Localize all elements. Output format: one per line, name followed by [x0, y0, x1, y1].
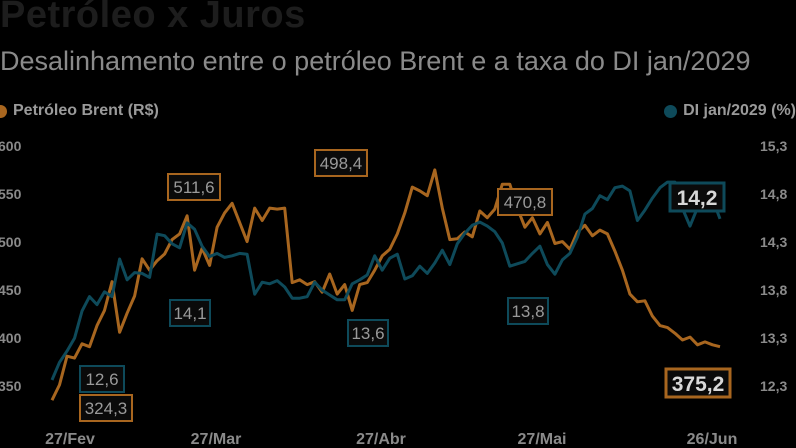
annotation-box: [668, 181, 726, 213]
legend-left-label: Petróleo Brent (R$): [13, 102, 159, 119]
annotation-label: 13,6: [351, 324, 384, 343]
annotation-label: 498,4: [320, 154, 363, 173]
annotation-label: 511,6: [173, 178, 214, 197]
series-line-di: [50, 180, 722, 381]
y-left-tick-label: 500: [0, 234, 22, 250]
y-left-tick-label: 450: [0, 282, 22, 298]
annotation-label: 14,2: [677, 187, 718, 210]
x-tick-label: 26/Jun: [687, 431, 738, 448]
y-left-tick-label: 600: [0, 138, 22, 154]
legend-left: Petróleo Brent (R$): [0, 100, 159, 122]
annotation-label: 375,2: [672, 373, 725, 396]
x-tick-label: 27/Mai: [518, 431, 567, 448]
y-left-tick-label: 350: [0, 378, 22, 394]
y-right-tick-label: 13,8: [760, 282, 787, 298]
annotation-label: 324,3: [85, 399, 128, 418]
series-line-brent: [50, 168, 721, 401]
legend-left-swatch-icon: [0, 104, 7, 118]
annotation-box: [79, 394, 133, 422]
annotation-box: [167, 173, 221, 201]
y-left-tick-label: 550: [0, 186, 22, 202]
annotation-box: [314, 149, 368, 177]
annotation-label: 470,8: [504, 193, 547, 212]
x-tick-label: 27/Mar: [191, 431, 242, 448]
annotation-box: [497, 188, 553, 216]
annotation-label: 12,6: [85, 370, 118, 389]
annotation-box: [347, 319, 389, 347]
annotation-box: [169, 299, 211, 327]
chart-title: Petróleo x Juros: [0, 0, 306, 36]
x-tick-label: 27/Abr: [356, 431, 406, 448]
y-right-tick-label: 15,3: [760, 138, 787, 154]
y-right-tick-label: 14,8: [760, 186, 787, 202]
y-right-tick-label: 12,3: [760, 378, 787, 394]
annotation-label: 13,8: [511, 302, 544, 321]
y-right-tick-label: 13,3: [760, 330, 787, 346]
annotation-box: [507, 297, 549, 325]
annotation-label: 14,1: [173, 304, 206, 323]
legend-right-label: DI jan/2029 (%): [683, 102, 796, 119]
legend-right: DI jan/2029 (%): [664, 100, 796, 122]
x-tick-label: 27/Fev: [45, 431, 95, 448]
y-left-tick-label: 400: [0, 330, 22, 346]
chart-subtitle: Desalinhamento entre o petróleo Brent e …: [0, 46, 751, 76]
annotation-box: [79, 365, 125, 393]
y-right-tick-label: 14,3: [760, 234, 787, 250]
annotation-box: [664, 367, 732, 399]
legend-right-swatch-icon: [664, 104, 678, 118]
